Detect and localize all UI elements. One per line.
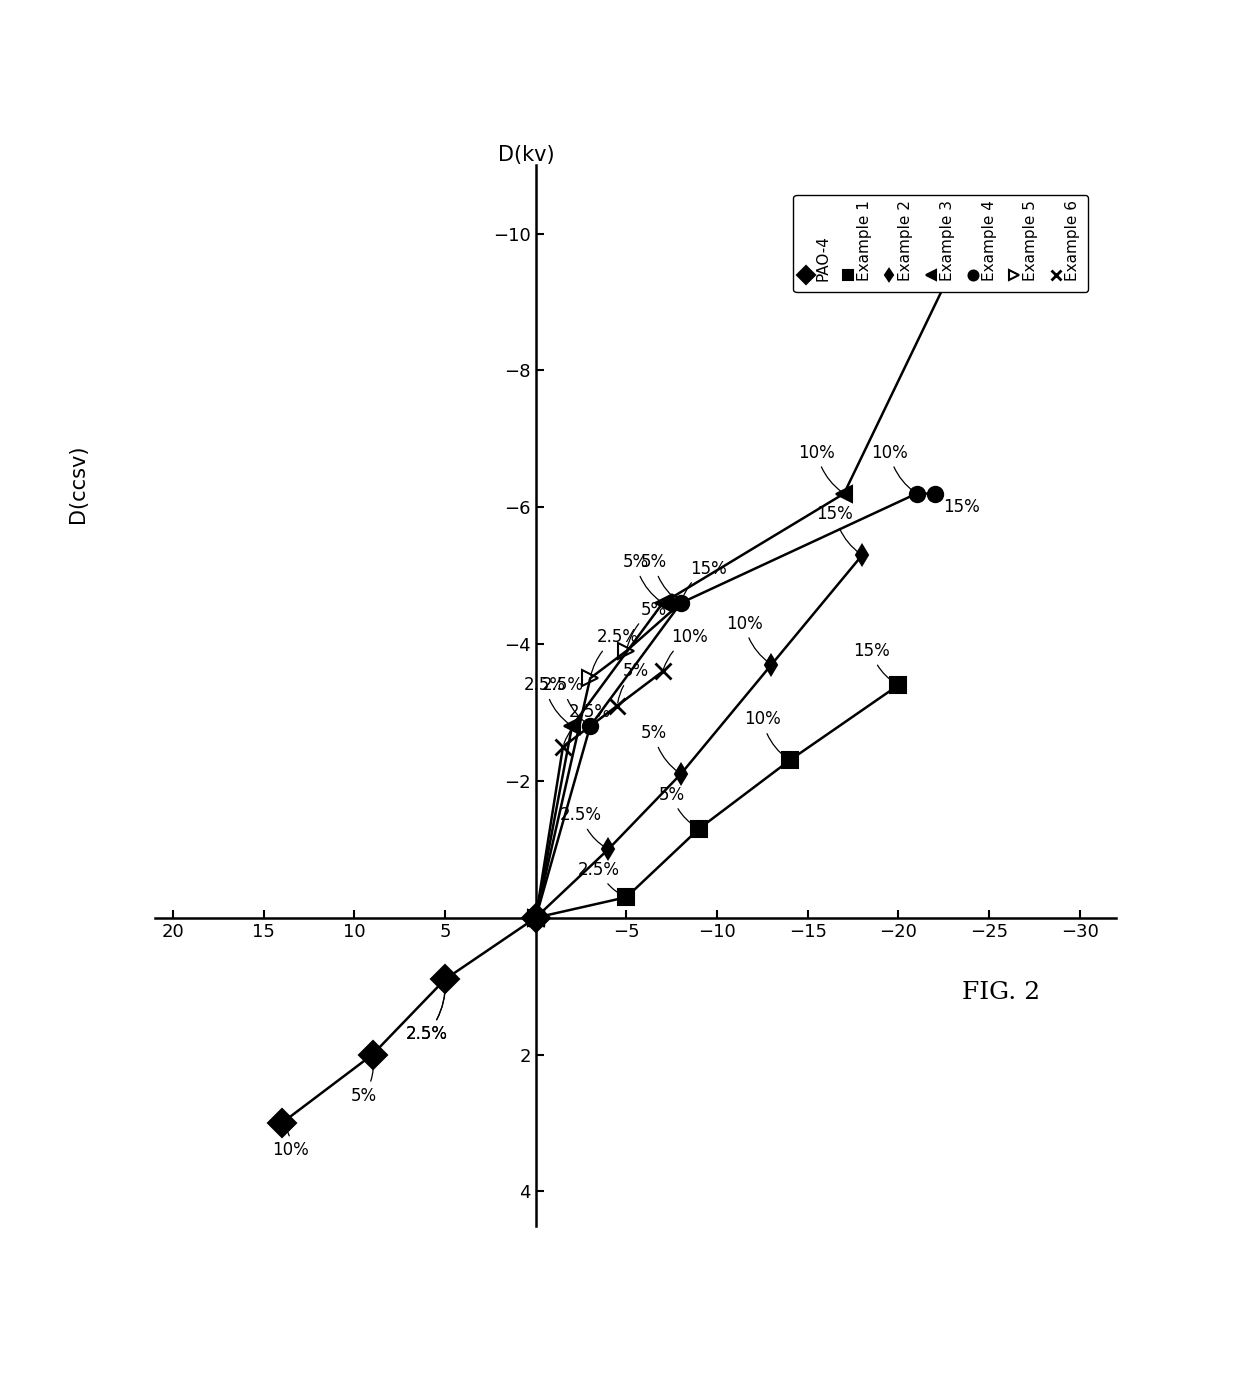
Text: 2.5%: 2.5% [405,982,448,1042]
Text: 5%: 5% [641,554,678,602]
Text: 2.5%: 2.5% [578,861,624,896]
Text: 10%: 10% [744,711,787,759]
Text: D(kv): D(kv) [498,145,556,165]
Text: 10%: 10% [725,614,769,662]
Text: 2.5%: 2.5% [405,982,448,1042]
Text: 10%: 10% [799,443,842,492]
Text: 5%: 5% [658,785,697,828]
Text: 2.5%: 2.5% [523,676,570,724]
Text: 10%: 10% [870,443,914,492]
Text: 5%: 5% [627,600,667,649]
Text: 2.5%: 2.5% [564,704,611,744]
Text: D(ccsv): D(ccsv) [68,443,88,523]
Text: 5%: 5% [641,724,678,772]
Text: 5%: 5% [622,554,661,602]
Text: 5%: 5% [351,1058,377,1104]
Text: 2.5%: 2.5% [590,628,639,676]
Text: 15%: 15% [817,505,859,554]
Text: 2.5%: 2.5% [560,806,606,848]
Text: 15%: 15% [853,642,897,684]
Text: 15%: 15% [908,231,950,267]
Text: 2.5%: 2.5% [542,676,588,724]
Text: FIG. 2: FIG. 2 [961,980,1040,1004]
Text: 15%: 15% [682,560,727,600]
Legend: PAO-4, Example 1, Example 2, Example 3, Example 4, Example 5, Example 6: PAO-4, Example 1, Example 2, Example 3, … [794,194,1089,292]
Text: 10%: 10% [273,1125,309,1159]
Text: 5%: 5% [618,662,649,702]
Text: 10%: 10% [663,628,708,669]
Text: 15%: 15% [937,494,981,516]
